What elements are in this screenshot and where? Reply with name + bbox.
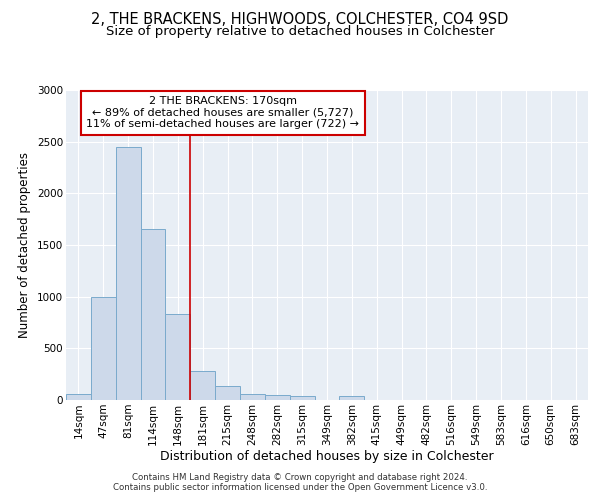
Text: Size of property relative to detached houses in Colchester: Size of property relative to detached ho… xyxy=(106,25,494,38)
Text: 2, THE BRACKENS, HIGHWOODS, COLCHESTER, CO4 9SD: 2, THE BRACKENS, HIGHWOODS, COLCHESTER, … xyxy=(91,12,509,28)
Bar xyxy=(340,396,364,400)
Bar xyxy=(140,230,166,400)
Bar xyxy=(166,314,190,400)
Bar xyxy=(190,371,215,400)
Bar xyxy=(66,394,91,400)
Bar xyxy=(240,394,265,400)
Text: Contains public sector information licensed under the Open Government Licence v3: Contains public sector information licen… xyxy=(113,484,487,492)
Bar xyxy=(265,395,290,400)
Text: Contains HM Land Registry data © Crown copyright and database right 2024.: Contains HM Land Registry data © Crown c… xyxy=(132,474,468,482)
Bar xyxy=(290,396,314,400)
Bar xyxy=(91,296,116,400)
Bar xyxy=(116,147,140,400)
Y-axis label: Number of detached properties: Number of detached properties xyxy=(19,152,31,338)
Text: 2 THE BRACKENS: 170sqm
← 89% of detached houses are smaller (5,727)
11% of semi-: 2 THE BRACKENS: 170sqm ← 89% of detached… xyxy=(86,96,359,130)
X-axis label: Distribution of detached houses by size in Colchester: Distribution of detached houses by size … xyxy=(160,450,494,464)
Bar xyxy=(215,386,240,400)
